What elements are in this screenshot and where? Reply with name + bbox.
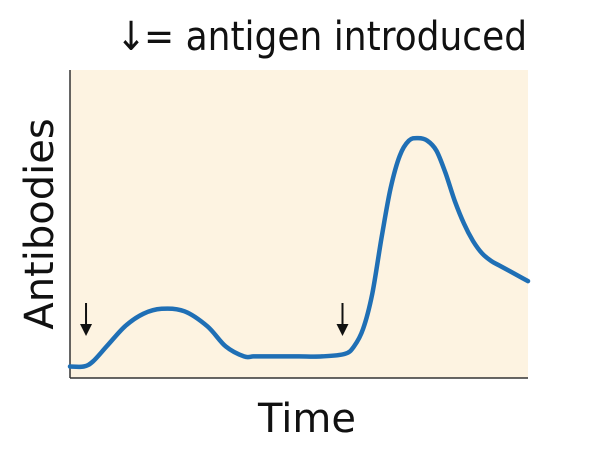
arrow-head [336, 324, 349, 336]
antibody-response-line [67, 135, 531, 370]
series-group [67, 135, 531, 370]
legend-label: = antigen introduced [144, 14, 527, 60]
markers-group [80, 303, 349, 336]
antigen-arrow-marker [336, 303, 349, 336]
y-axis-label: Antibodies [17, 118, 63, 329]
legend-arrow-symbol: ↓ [116, 14, 146, 60]
arrow-head [80, 324, 93, 336]
plot-background [70, 70, 528, 378]
antigen-arrow-marker [80, 303, 93, 336]
axes [69, 70, 528, 379]
x-axis-label: Time [257, 396, 356, 442]
legend: ↓ = antigen introduced [116, 14, 527, 60]
